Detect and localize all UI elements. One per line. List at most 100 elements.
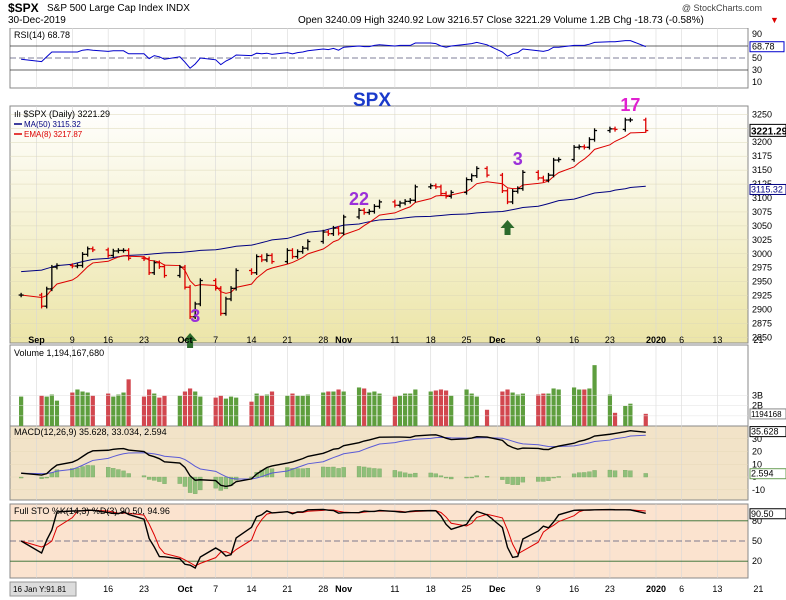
x-tick: 21 xyxy=(282,335,292,345)
volume-bar xyxy=(259,395,264,426)
x-tick: 9 xyxy=(70,335,75,345)
x-tick-bottom: Oct xyxy=(177,584,192,594)
volume-bar xyxy=(234,397,239,426)
price-tick: 3000 xyxy=(752,249,772,259)
x-tick-bottom: 16 xyxy=(569,584,579,594)
sto-k-line xyxy=(20,508,646,569)
volume-bar xyxy=(321,392,326,426)
volume-bar xyxy=(428,391,433,426)
volume-bar xyxy=(582,389,587,426)
x-tick: Dec xyxy=(489,335,506,345)
price-panel xyxy=(9,105,749,344)
ma50-line xyxy=(21,185,646,273)
x-tick-bottom: 21 xyxy=(753,584,763,594)
x-tick: 25 xyxy=(462,335,472,345)
volume-bar xyxy=(193,391,198,426)
macd-hist-bar xyxy=(397,471,403,478)
x-tick: 18 xyxy=(426,335,436,345)
volume-bar xyxy=(249,401,254,426)
volume-bar xyxy=(571,387,577,426)
volume-bar xyxy=(54,400,60,426)
x-tick: 16 xyxy=(569,335,579,345)
macd-hist-bar xyxy=(264,468,270,478)
x-tick: 2020 xyxy=(646,335,666,345)
price-tick: 2850 xyxy=(752,332,772,342)
macd-hist-bar xyxy=(146,476,152,480)
macd-hist-bar xyxy=(443,476,449,479)
sto-tick: 20 xyxy=(752,556,762,566)
volume-bar xyxy=(75,389,80,426)
volume-bar xyxy=(162,395,167,426)
volume-bar xyxy=(182,391,188,426)
rsi-line xyxy=(21,40,646,69)
price-tick: 3075 xyxy=(752,207,772,217)
volume-bar xyxy=(121,392,126,426)
macd-hist-bar xyxy=(643,473,648,478)
x-tick-bottom: 23 xyxy=(139,584,149,594)
volume-bar xyxy=(285,395,290,426)
volume-bar xyxy=(80,391,85,426)
volume-bar xyxy=(336,389,341,426)
x-tick-bottom: 6 xyxy=(679,584,684,594)
volume-bar xyxy=(152,393,157,426)
volume-bar xyxy=(464,389,469,426)
macd-hist-bar xyxy=(341,467,346,478)
volume-bar xyxy=(443,390,449,426)
macd-hist-bar xyxy=(193,476,198,494)
macd-hist-bar xyxy=(187,476,193,493)
volume-bar xyxy=(111,396,116,426)
sto-tag-text: 90.50 xyxy=(751,509,774,519)
index-name: S&P 500 Large Cap Index xyxy=(47,3,164,14)
macd-hist-tag xyxy=(749,468,786,480)
sto-tick: 80 xyxy=(752,516,762,526)
sto-tick: 50 xyxy=(752,536,762,546)
macd-hist-bar xyxy=(607,469,613,478)
volume-bar xyxy=(39,395,44,426)
macd-hist-bar xyxy=(413,472,418,478)
volume-bar xyxy=(403,393,408,426)
macd-hist-bar xyxy=(623,470,628,478)
macd-hist-bar xyxy=(464,476,469,479)
chart-header: $SPX S&P 500 Large Cap Index INDX @ Stoc… xyxy=(0,0,786,28)
macd-hist-bar xyxy=(377,468,382,478)
x-tick: 14 xyxy=(247,335,257,345)
volume-bar xyxy=(515,394,520,426)
symbol: $SPX xyxy=(8,1,39,15)
macd-hist-bar xyxy=(520,476,526,483)
rsi-tick: 10 xyxy=(752,77,762,87)
volume-bar xyxy=(505,389,510,426)
macd-hist-bar xyxy=(70,468,75,478)
price-tick: 2925 xyxy=(752,291,772,301)
macd-hist-bar xyxy=(295,468,300,478)
x-tick-bottom: 25 xyxy=(462,584,472,594)
macd-hist-bar xyxy=(152,476,157,481)
macd-hist-bar xyxy=(469,476,474,479)
macd-hist-bar xyxy=(592,470,597,478)
volume-bar xyxy=(413,389,418,426)
x-tick-bottom: 7 xyxy=(213,584,218,594)
volume-bar xyxy=(536,394,541,426)
macd-hist-bar xyxy=(515,476,520,485)
x-tick: 6 xyxy=(679,335,684,345)
macd-hist-bar xyxy=(546,476,551,481)
volume-bar xyxy=(44,396,49,426)
macd-hist-bar xyxy=(85,465,90,478)
price-legend: ılı $SPX (Daily) 3221.29 xyxy=(14,109,110,119)
macd-hist-bar xyxy=(90,465,95,478)
price-tick: 2900 xyxy=(752,305,772,315)
ma-tag-text: 3115.32 xyxy=(751,184,783,194)
macd-hist-bar xyxy=(290,468,295,478)
volume-bar xyxy=(264,394,269,426)
volume-bar xyxy=(392,396,397,426)
x-tick: 9 xyxy=(536,335,541,345)
close-tag-text: 3221.29 xyxy=(751,126,786,137)
volume-bar xyxy=(551,388,556,426)
volume-bar xyxy=(141,396,147,426)
volume-bar xyxy=(300,395,305,426)
volume-tick: 3B xyxy=(752,391,763,401)
macd-hist-bar xyxy=(474,475,479,478)
macd-tag xyxy=(749,426,786,438)
volume-bar xyxy=(254,393,259,426)
chart-date: 30-Dec-2019 xyxy=(8,15,66,26)
volume-tick: 2B xyxy=(752,401,763,411)
